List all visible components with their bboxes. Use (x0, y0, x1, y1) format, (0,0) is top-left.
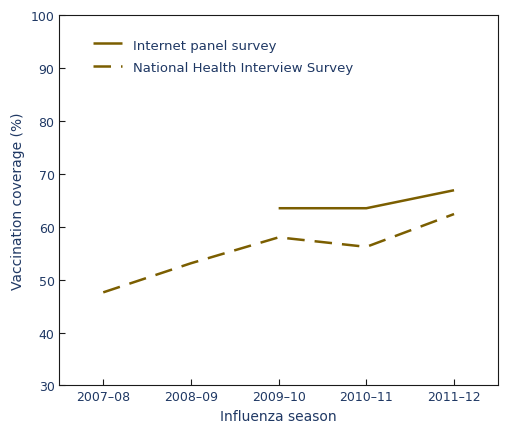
Line: National Health Interview Survey: National Health Interview Survey (103, 214, 454, 293)
National Health Interview Survey (188, 261, 194, 266)
National Health Interview Survey (451, 212, 457, 217)
National Health Interview Survey (275, 235, 281, 240)
National Health Interview Survey (363, 245, 370, 250)
Legend: Internet panel survey, National Health Interview Survey: Internet panel survey, National Health I… (88, 34, 358, 80)
Internet panel survey (275, 206, 281, 211)
Internet panel survey (363, 206, 370, 211)
Y-axis label: Vaccination coverage (%): Vaccination coverage (%) (11, 112, 25, 289)
National Health Interview Survey (100, 290, 106, 295)
Internet panel survey (451, 188, 457, 194)
Line: Internet panel survey: Internet panel survey (278, 191, 454, 209)
X-axis label: Influenza season: Influenza season (220, 409, 337, 423)
